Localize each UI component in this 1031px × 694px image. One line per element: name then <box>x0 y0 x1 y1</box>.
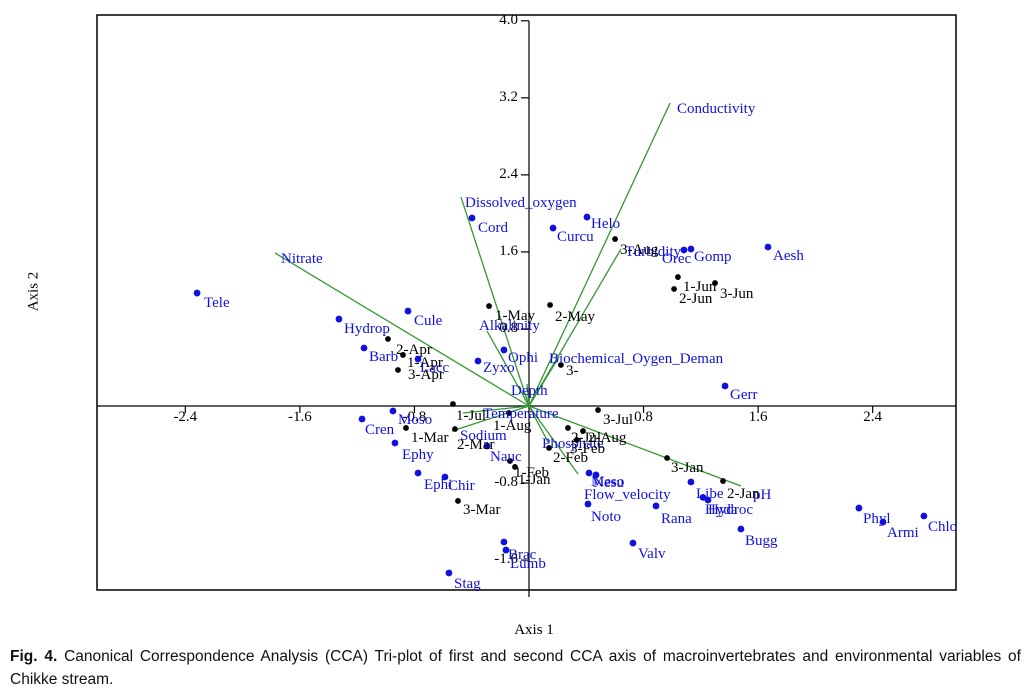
sample-point <box>486 303 492 309</box>
sample-point <box>455 498 461 504</box>
env-vector-line <box>274 252 530 407</box>
sample-point <box>512 464 518 470</box>
species-point <box>389 407 397 415</box>
species-point <box>193 289 201 297</box>
env-vector-line <box>451 405 530 432</box>
species-point <box>500 538 508 546</box>
sample-point <box>664 455 670 461</box>
sample-point <box>671 286 677 292</box>
species-point <box>404 307 412 315</box>
sample-point <box>720 478 726 484</box>
species-point <box>687 245 695 253</box>
species-point <box>585 469 593 477</box>
sample-point <box>558 362 564 368</box>
species-point <box>879 518 887 526</box>
species-point <box>335 315 343 323</box>
sample-point <box>546 445 552 451</box>
species-point <box>483 442 491 450</box>
species-point <box>414 355 422 363</box>
species-point <box>414 469 422 477</box>
sample-point <box>612 236 618 242</box>
sample-point <box>385 336 391 342</box>
sample-point <box>400 352 406 358</box>
species-point <box>699 493 707 501</box>
sample-point <box>506 410 512 416</box>
figure-caption-text: Canonical Correspondence Analysis (CCA) … <box>10 648 1021 689</box>
species-point <box>704 496 712 504</box>
species-point <box>629 539 637 547</box>
env-vector-line <box>528 102 671 407</box>
sample-point <box>395 367 401 373</box>
sample-point <box>452 426 458 432</box>
species-point <box>441 473 449 481</box>
species-point <box>474 357 482 365</box>
figure-caption: Fig. 4. Canonical Correspondence Analysi… <box>10 645 1021 692</box>
env-vector-line <box>526 383 530 407</box>
env-vector-line <box>528 405 579 475</box>
species-point <box>500 346 508 354</box>
species-point <box>391 439 399 447</box>
x-axis-title: Axis 1 <box>514 622 554 638</box>
species-point <box>721 382 729 390</box>
species-point <box>583 213 591 221</box>
env-vector-line <box>486 330 530 407</box>
env-vector-line <box>528 405 742 487</box>
species-point <box>358 415 366 423</box>
sample-point <box>712 280 718 286</box>
sample-point <box>403 425 409 431</box>
species-point <box>549 224 557 232</box>
sample-point <box>675 274 681 280</box>
species-point <box>502 546 510 554</box>
env-vector-line <box>460 196 530 407</box>
y-axis-title: Axis 2 <box>25 271 42 312</box>
species-point <box>468 214 476 222</box>
sample-point <box>595 407 601 413</box>
sample-point <box>565 425 571 431</box>
sample-point <box>507 458 513 464</box>
species-point <box>680 246 688 254</box>
species-point <box>445 569 453 577</box>
species-point <box>855 504 863 512</box>
env-vector-line <box>462 405 530 414</box>
figure-caption-number: Fig. 4. <box>10 648 58 665</box>
species-point <box>652 502 660 510</box>
species-point <box>687 478 695 486</box>
sample-point <box>580 428 586 434</box>
species-point <box>737 525 745 533</box>
sample-point <box>574 437 580 443</box>
env-vector-line <box>528 405 549 443</box>
plot-border <box>96 14 957 591</box>
env-vector-line <box>528 356 560 407</box>
species-point <box>360 344 368 352</box>
sample-point <box>547 302 553 308</box>
species-point <box>764 243 772 251</box>
sample-point <box>450 401 456 407</box>
species-point <box>584 500 592 508</box>
species-point <box>920 512 928 520</box>
species-point <box>592 471 600 479</box>
